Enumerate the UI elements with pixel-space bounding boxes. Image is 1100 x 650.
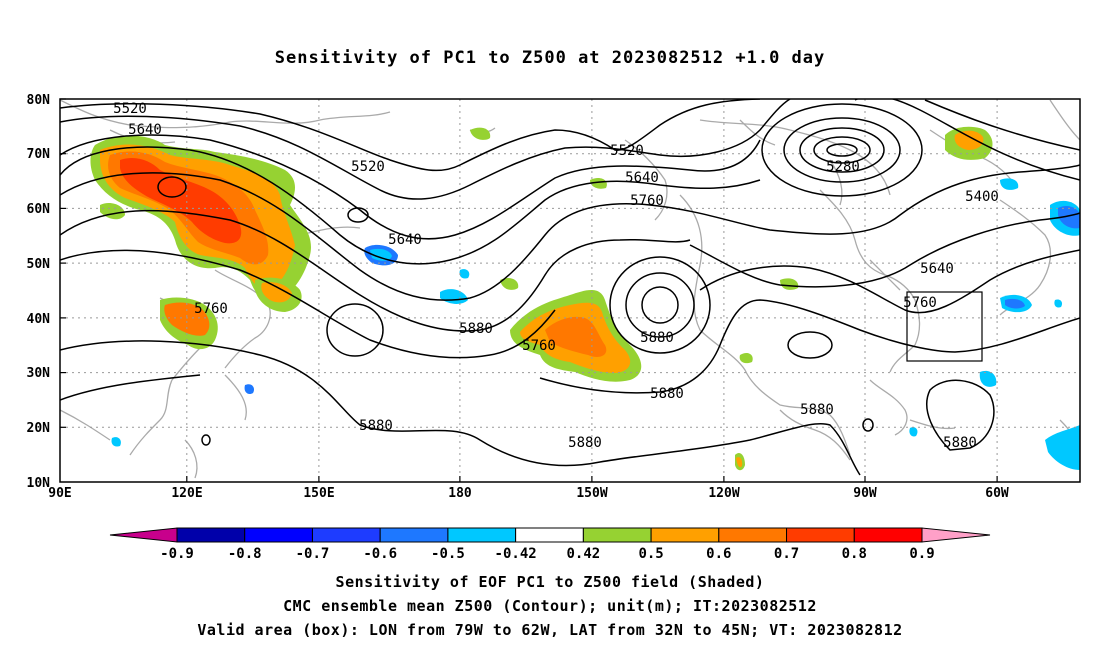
contour-label: 5880 xyxy=(640,330,674,346)
lon-label: 180 xyxy=(448,486,472,501)
lon-label: 90E xyxy=(48,486,71,501)
map-frame xyxy=(59,98,1081,483)
caption-valid-area: Valid area (box): LON from 79W to 62W, L… xyxy=(197,621,903,639)
colorbar-label: 0.6 xyxy=(706,546,731,562)
colorbar-swatch xyxy=(447,527,517,543)
colorbar-low-triangle xyxy=(109,527,178,543)
colorbar-label: 0.7 xyxy=(774,546,799,562)
colorbar-label: -0.5 xyxy=(431,546,465,562)
colorbar-label: -0.9 xyxy=(160,546,194,562)
contour-label: 5400 xyxy=(965,189,999,205)
lat-label: 40N xyxy=(27,312,51,327)
contour-label: 5640 xyxy=(388,232,422,248)
valid-area-box xyxy=(906,291,983,362)
colorbar-swatch xyxy=(379,527,449,543)
contour-label: 5880 xyxy=(650,386,684,402)
contour-label: 5760 xyxy=(630,193,664,209)
colorbar-high-triangle xyxy=(921,527,991,543)
colorbar xyxy=(109,527,991,543)
contour-label: 5520 xyxy=(113,101,147,117)
contour-label: 5640 xyxy=(625,170,659,186)
lon-label: 60W xyxy=(985,486,1009,501)
lat-label: 30N xyxy=(27,366,51,381)
colorbar-swatch xyxy=(515,527,584,543)
colorbar-label: 0.42 xyxy=(567,546,601,562)
lat-label: 50N xyxy=(27,257,51,272)
contour-label: 5280 xyxy=(826,159,860,175)
colorbar-label: 0.5 xyxy=(638,546,663,562)
contour-label: 5520 xyxy=(351,159,385,175)
caption-contour: CMC ensemble mean Z500 (Contour); unit(m… xyxy=(283,597,817,615)
lon-label: 120W xyxy=(708,486,739,501)
caption-shading: Sensitivity of EOF PC1 to Z500 field (Sh… xyxy=(335,573,765,591)
colorbar-swatch xyxy=(718,527,788,543)
z500-contours xyxy=(60,99,1080,476)
colorbar-swatch xyxy=(244,527,313,543)
lon-label: 90W xyxy=(853,486,877,501)
lat-label: 80N xyxy=(27,93,51,108)
lat-label: 70N xyxy=(27,147,51,162)
colorbar-label: 0.9 xyxy=(909,546,934,562)
colorbar-label: -0.6 xyxy=(363,546,397,562)
lon-label: 120E xyxy=(171,486,202,501)
lat-label: 60N xyxy=(27,202,51,217)
lat-label: 20N xyxy=(27,421,51,436)
contour-label: 5760 xyxy=(903,295,937,311)
contour-label: 5880 xyxy=(359,418,393,434)
colorbar-swatch xyxy=(311,527,381,543)
contour-label: 5640 xyxy=(920,261,954,277)
colorbar-label: 0.8 xyxy=(842,546,867,562)
contour-label: 5760 xyxy=(522,338,556,354)
colorbar-labels: -0.9 -0.8 -0.7 -0.6 -0.5 -0.42 0.42 0.5 0.6 0.7 0.… xyxy=(160,546,935,562)
contour-label: 5880 xyxy=(800,402,834,418)
contour-label: 5640 xyxy=(128,122,162,138)
contour-label: 5880 xyxy=(568,435,602,451)
colorbar-swatch xyxy=(176,527,246,543)
contour-labels: 5520 5640 5520 5640 5520 5640 5760 5280 … xyxy=(113,101,999,451)
map-title: Sensitivity of PC1 to Z500 at 2023082512… xyxy=(274,48,826,68)
contour-label: 5760 xyxy=(194,301,228,317)
contour-label: 5520 xyxy=(610,143,644,159)
colorbar-swatch xyxy=(650,527,720,543)
colorbar-swatch xyxy=(786,527,855,543)
lon-label: 150E xyxy=(303,486,334,501)
grid-lines xyxy=(60,99,1080,482)
colorbar-label: -0.8 xyxy=(228,546,262,562)
lon-label: 150W xyxy=(576,486,607,501)
axis-ticks xyxy=(60,98,998,482)
contour-label: 5880 xyxy=(459,321,493,337)
colorbar-label: -0.42 xyxy=(495,546,537,562)
colorbar-swatch xyxy=(582,527,652,543)
contour-label: 5880 xyxy=(943,435,977,451)
lat-label: 10N xyxy=(27,476,51,491)
colorbar-label: -0.7 xyxy=(296,546,330,562)
colorbar-swatch xyxy=(853,527,923,543)
